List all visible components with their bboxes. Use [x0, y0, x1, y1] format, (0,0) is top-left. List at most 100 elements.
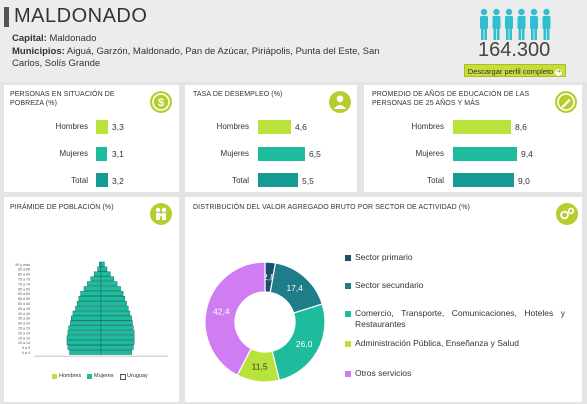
legend-swatch-uruguay	[120, 374, 126, 380]
pyramid-age-label: 85 a 89	[18, 268, 30, 272]
pyramid-age-label: 60 a 64	[18, 292, 30, 296]
pyramid-bar-mujeres	[100, 305, 129, 311]
municipios-value: Aiguá, Garzón, Maldonado, Pan de Azúcar,…	[12, 45, 380, 70]
poverty-bar-total	[96, 173, 108, 187]
vab-legend-item-4: Otros servicios	[355, 368, 412, 378]
poverty-bar-hombres	[96, 120, 108, 134]
pyramid-bar-hombres	[66, 340, 102, 345]
poverty-label-mujeres: Mujeres	[59, 149, 88, 158]
pyramid-bar-hombres	[93, 271, 102, 277]
pyramid-age-label: 0 a 4	[22, 351, 30, 355]
pyramid-bar-hombres	[97, 266, 102, 272]
header: MALDONADO Capital: Maldonado Municipios:…	[0, 0, 587, 82]
unemployment-bar-hombres	[258, 120, 291, 134]
pyramid-age-label: 70 a 74	[18, 282, 30, 286]
pyramid-bar-mujeres	[100, 330, 135, 336]
donut-label-0: 2,8	[263, 272, 275, 282]
unemployment-bar-total	[258, 173, 298, 187]
unemployment-label-total: Total	[232, 176, 249, 185]
poverty-value-mujeres: 3,1	[112, 149, 124, 159]
capital-value: Maldonado	[49, 33, 97, 44]
poverty-value-hombres: 3,3	[112, 122, 124, 132]
gears-icon	[556, 203, 578, 225]
pyramid-bar-mujeres	[100, 325, 134, 331]
pyramid-age-label: 75 a 79	[18, 278, 30, 282]
pyramid-age-label: 55 a 59	[18, 297, 30, 301]
poverty-value-total: 3,2	[112, 176, 124, 186]
legend-swatch-mujeres	[87, 374, 92, 379]
pyramid-age-label: 35 a 39	[18, 317, 30, 321]
unemployment-value-hombres: 4,6	[295, 122, 307, 132]
people-icon	[480, 8, 551, 41]
pyramid-bar-hombres	[67, 345, 102, 350]
pyramid-bar-mujeres	[100, 291, 124, 296]
poverty-label-total: Total	[71, 176, 88, 185]
unemployment-label-mujeres: Mujeres	[220, 149, 249, 158]
vab-legend-item-3: Administración Pública, Enseñanza y Salu…	[355, 338, 519, 348]
download-profile-button[interactable]: Descargar perfil completo ➜	[464, 64, 566, 77]
pyramid-bar-mujeres	[100, 281, 118, 287]
education-label-hombres: Hombres	[411, 122, 444, 131]
pyramid-age-label: 50 a 54	[18, 302, 30, 306]
unemployment-label-hombres: Hombres	[216, 122, 249, 131]
donut-slice-2	[271, 303, 326, 381]
pyramid-bar-mujeres	[100, 276, 114, 282]
pyramid-age-label: 80 a 84	[18, 273, 30, 277]
education-label-total: Total	[427, 176, 444, 185]
unemployment-value-mujeres: 6,5	[309, 149, 321, 159]
pyramid-bar-hombres	[66, 335, 102, 341]
capital-label: Capital:	[12, 33, 47, 44]
poverty-label-hombres: Hombres	[55, 122, 88, 131]
worker-icon	[329, 91, 351, 113]
svg-text:$: $	[158, 97, 164, 109]
pyramid-bar-hombres	[72, 310, 102, 316]
vab-legend-item-1: Sector secundario	[355, 280, 424, 290]
legend-mujeres: Mujeres	[94, 373, 114, 379]
pyramid-age-label: 65 a 69	[18, 287, 30, 291]
pyramid-bar-mujeres	[100, 261, 105, 267]
pyramid-bar-mujeres	[100, 300, 127, 306]
pyramid-bar-mujeres	[100, 345, 134, 350]
municipios-label: Municipios:	[12, 45, 65, 57]
unemployment-value-total: 5,5	[302, 176, 314, 186]
poverty-bar-mujeres	[96, 147, 107, 161]
education-value-hombres: 8,6	[515, 122, 527, 132]
education-title: PROMEDIO DE AÑOS DE EDUCACIÓN DE LAS PER…	[372, 91, 530, 107]
education-bar-hombres	[453, 120, 511, 134]
pyramid-age-label: 5 a 9	[22, 346, 30, 350]
pencil-icon	[555, 91, 577, 113]
unemployment-panel: TASA DE DESEMPLEO (%) Hombres 4,6 Mujere…	[185, 85, 357, 192]
page-title: MALDONADO	[14, 5, 148, 27]
donut-label-4: 42,4	[213, 306, 230, 316]
pyramid-bar-mujeres	[100, 349, 132, 355]
pyramid-bar-mujeres	[100, 340, 135, 345]
unemployment-bar-mujeres	[258, 147, 305, 161]
education-bar-total	[453, 173, 514, 187]
pyramid-bar-mujeres	[100, 335, 135, 341]
donut-label-3: 11,5	[252, 362, 268, 372]
pyramid-bar-hombres	[83, 286, 102, 292]
education-value-mujeres: 9,4	[521, 149, 533, 159]
download-label: Descargar perfil completo	[467, 67, 554, 76]
population-pyramid-panel: PIRÁMIDE DE POBLACIÓN (%) 90 y más 85 a 8…	[4, 197, 179, 402]
pyramid-bar-hombres	[69, 349, 102, 355]
pyramid-age-label: 20 a 24	[18, 331, 30, 335]
legend-swatch-hombres	[52, 374, 57, 379]
pyramid-bar-hombres	[71, 315, 102, 321]
pyramid-bar-hombres	[68, 325, 102, 331]
money-icon: $	[150, 91, 172, 113]
arrow-circle-icon: ➜	[555, 68, 563, 76]
vab-legend-swatch-2	[345, 311, 351, 317]
pyramid-age-label: 45 a 49	[18, 307, 30, 311]
pyramid-age-label: 90 y más	[15, 263, 30, 267]
pyramid-bar-hombres	[67, 330, 102, 336]
donut-label-2: 26,0	[296, 339, 313, 349]
vab-legend-swatch-4	[345, 371, 351, 377]
pyramid-bar-mujeres	[100, 315, 132, 321]
poverty-panel: PERSONAS EN SITUACIÓN DE POBREZA (%) $ H…	[4, 85, 179, 192]
pyramid-bar-hombres	[70, 320, 102, 326]
pyramid-bar-hombres	[80, 291, 102, 296]
pyramid-bar-hombres	[78, 296, 102, 301]
pyramid-age-label: 10 a 14	[18, 341, 30, 345]
